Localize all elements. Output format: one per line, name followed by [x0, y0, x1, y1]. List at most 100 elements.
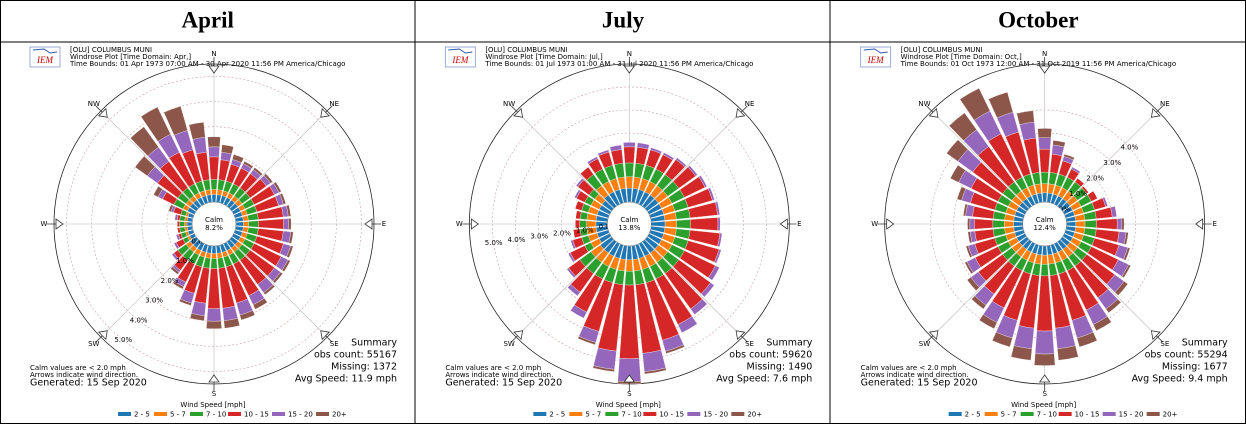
bar-segment [566, 269, 575, 278]
direction-label: NE [745, 100, 755, 108]
bar-segment [965, 245, 973, 258]
spoke [629, 110, 743, 225]
bar-segment [1123, 247, 1131, 261]
direction-label: NW [503, 100, 515, 108]
logo-box [860, 46, 892, 68]
bar-segment [592, 365, 615, 372]
bar-segment [221, 144, 234, 155]
bar-segment [1034, 353, 1056, 366]
legend-label: 15 - 20 [288, 411, 313, 419]
bar-segment [574, 189, 579, 198]
bar-segment [210, 258, 218, 269]
summary-line: Avg Speed: 11.9 mph [295, 374, 397, 385]
bar-segment [283, 218, 289, 230]
legend-swatch [1146, 412, 1160, 416]
bar-segment [1121, 264, 1131, 278]
ring-label: 5.0% [485, 239, 503, 247]
bar-segment [279, 193, 287, 205]
bar-segment [635, 147, 649, 165]
spoke [100, 110, 215, 225]
bar-segment [210, 179, 218, 190]
spoke [1044, 223, 1159, 338]
bar-segment [642, 349, 666, 372]
bar-segment [567, 253, 574, 263]
direction-label: SW [503, 340, 514, 348]
header-line: [OLU] COLUMBUS MUNI [485, 46, 567, 54]
ring-label: 2.0% [1086, 174, 1104, 182]
direction-label: SE [1160, 340, 1169, 348]
bar-segment [1013, 221, 1023, 227]
bar-segment [1040, 171, 1049, 184]
direction-label: N [1042, 50, 1047, 58]
bar-segment [1037, 128, 1052, 138]
bar-segment [1042, 245, 1048, 256]
ring-label: 4.0% [508, 236, 526, 244]
direction-label: S [1042, 390, 1047, 398]
bar-segment [239, 310, 256, 321]
bar-segment [286, 204, 291, 217]
panel-title: July [602, 7, 645, 32]
bar-segment [288, 218, 292, 230]
bar-segment [186, 221, 193, 227]
spoke [515, 223, 630, 338]
bar-segment [624, 162, 634, 177]
summary-line: Missing: 1490 [747, 362, 813, 373]
bar-segment [1123, 232, 1129, 245]
bar-segment [288, 231, 294, 244]
bar-segment [1013, 325, 1035, 350]
bar-segment [966, 277, 980, 291]
bar-segment [186, 217, 193, 222]
panel-title: April [181, 7, 233, 32]
calm-circle [1022, 201, 1067, 247]
direction-label: E [797, 220, 801, 228]
direction-arrow [95, 330, 108, 343]
bar-segment [206, 308, 222, 322]
bar-segment [1063, 153, 1075, 161]
calm-value: 8.2% [205, 224, 223, 232]
legend-label: 15 - 20 [703, 411, 728, 419]
bar-segment [1004, 220, 1014, 228]
bar-segment [205, 189, 212, 196]
bar-segment [1031, 262, 1041, 276]
spoke [931, 110, 1045, 225]
bar-segment [597, 149, 609, 154]
direction-label: S [212, 390, 217, 398]
bar-segment [664, 220, 677, 228]
logo-text: IEM [451, 55, 468, 65]
ring-label: 3.0% [530, 233, 548, 241]
legend-title: Wind Speed [mph] [596, 401, 661, 409]
bar-segment [189, 313, 205, 321]
bar-segment [1084, 220, 1097, 228]
bar-segment [676, 219, 691, 229]
direction-arrow [1038, 57, 1051, 74]
ring-label: 5.0% [114, 336, 132, 344]
bar-segment [1066, 221, 1077, 227]
direction-arrow [47, 218, 64, 230]
logo-map [863, 48, 888, 54]
legend-label: 10 - 15 [1075, 411, 1100, 419]
bar-segment [242, 226, 249, 233]
bar-segment [179, 226, 186, 233]
direction-label: SW [88, 340, 99, 348]
legend-swatch [118, 412, 131, 416]
summary-line: Summary [1182, 338, 1228, 349]
bar-segment [191, 301, 207, 316]
bar-segment [248, 220, 259, 228]
bar-segment [243, 221, 249, 227]
bar-segment [1016, 110, 1035, 125]
bar-segment [1048, 262, 1058, 276]
bar-segment [626, 188, 633, 203]
direction-arrow [779, 218, 797, 230]
bar-segment [207, 268, 221, 309]
ring-label: 1.0% [576, 226, 594, 234]
bar-segment [992, 331, 1013, 348]
bar-segment [134, 155, 156, 177]
bar-segment [168, 204, 174, 213]
direction-label: W [456, 220, 463, 228]
bar-segment [967, 218, 971, 230]
legend-label: 7 - 10 [621, 411, 641, 419]
bar-segment [1114, 281, 1129, 296]
summary-line: Summary [766, 338, 812, 349]
